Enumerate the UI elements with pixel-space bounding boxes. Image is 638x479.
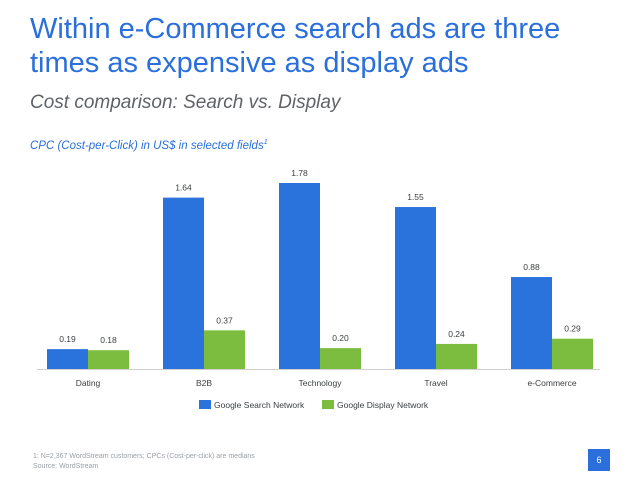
bar-search-1 bbox=[163, 197, 204, 369]
bar-search-3 bbox=[395, 207, 436, 369]
data-label-display-4: 0.29 bbox=[564, 324, 581, 334]
chart-caption-footnote-marker: 1 bbox=[263, 139, 268, 146]
bar-search-2 bbox=[279, 183, 320, 369]
bar-display-2 bbox=[320, 348, 361, 369]
x-tick-label-3: Travel bbox=[424, 378, 447, 388]
legend-label-0: Google Search Network bbox=[214, 400, 305, 410]
page-number-badge: 6 bbox=[588, 449, 610, 471]
slide-title: Within e-Commerce search ads are three t… bbox=[30, 12, 620, 80]
x-tick-label-0: Dating bbox=[76, 378, 101, 388]
bar-display-4 bbox=[552, 338, 593, 369]
data-label-search-1: 1.64 bbox=[175, 183, 192, 193]
x-tick-label-1: B2B bbox=[196, 378, 212, 388]
data-label-search-3: 1.55 bbox=[407, 192, 424, 202]
bar-display-1 bbox=[204, 330, 245, 369]
footnote-source: Source: WordStream bbox=[33, 463, 99, 470]
data-label-display-0: 0.18 bbox=[100, 335, 117, 345]
data-label-search-4: 0.88 bbox=[523, 262, 540, 272]
legend-swatch-1 bbox=[322, 400, 334, 409]
slide-title-line-2: times as expensive as display ads bbox=[30, 47, 469, 79]
legend-label-1: Google Display Network bbox=[337, 400, 429, 410]
chart-caption-text: CPC (Cost-per-Click) in US$ in selected … bbox=[30, 139, 264, 152]
bar-search-4 bbox=[511, 277, 552, 369]
data-label-display-2: 0.20 bbox=[332, 333, 349, 343]
bar-display-3 bbox=[436, 343, 477, 369]
chart-caption: CPC (Cost-per-Click) in US$ in selected … bbox=[30, 139, 268, 152]
data-label-search-2: 1.78 bbox=[291, 168, 308, 178]
data-label-display-1: 0.37 bbox=[216, 315, 233, 325]
legend-swatch-0 bbox=[199, 400, 211, 409]
footnote: 1: N=2,367 WordStream customers; CPCs (C… bbox=[33, 452, 255, 472]
bar-search-0 bbox=[47, 349, 88, 369]
slide-subtitle: Cost comparison: Search vs. Display bbox=[30, 92, 341, 113]
x-tick-label-4: e-Commerce bbox=[527, 378, 576, 388]
slide-title-line-1: Within e-Commerce search ads are three bbox=[30, 13, 561, 45]
data-label-search-0: 0.19 bbox=[59, 334, 76, 344]
x-tick-label-2: Technology bbox=[298, 378, 342, 388]
data-label-display-3: 0.24 bbox=[448, 329, 465, 339]
footnote-note: 1: N=2,367 WordStream customers; CPCs (C… bbox=[33, 453, 255, 460]
bar-display-0 bbox=[88, 350, 129, 369]
